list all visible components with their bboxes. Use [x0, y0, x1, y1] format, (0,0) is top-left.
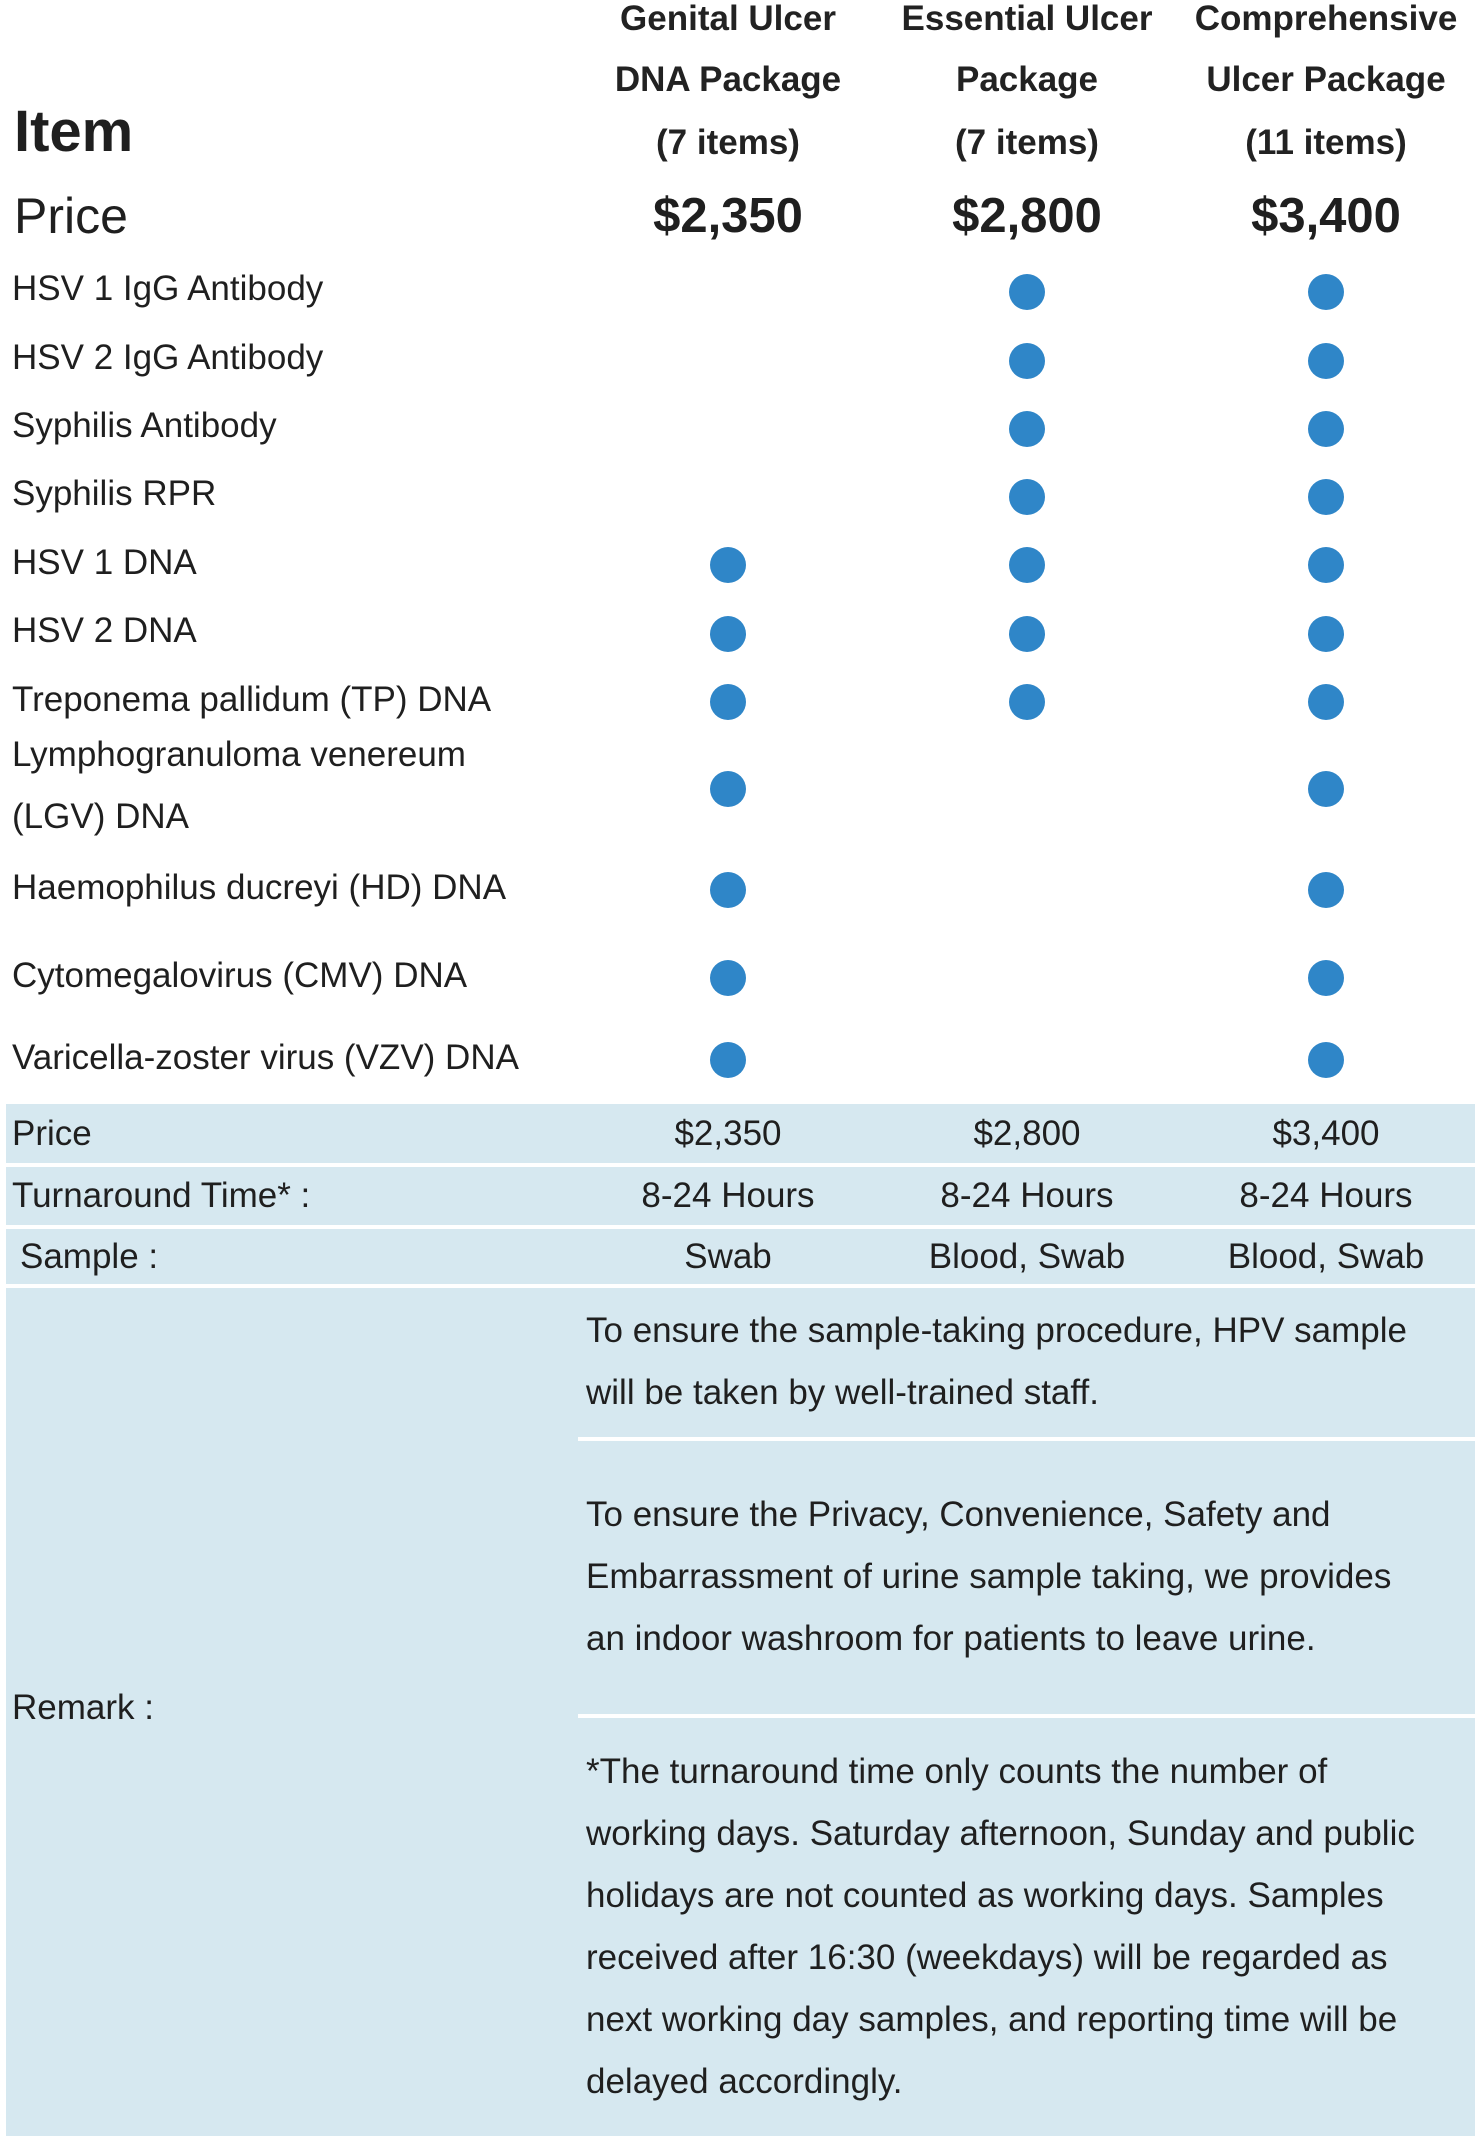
included-dot-icon	[1308, 616, 1344, 652]
included-dot-icon	[710, 547, 746, 583]
price-row-value-1: $2,350	[674, 1114, 782, 1153]
row-divider	[6, 1163, 1475, 1167]
remark-line: holidays are not counted as working days…	[586, 1876, 1384, 1915]
package-1-title-line1: Genital Ulcer	[620, 0, 836, 38]
package-1-item-count: (7 items)	[656, 123, 800, 162]
included-dot-icon	[1308, 872, 1344, 908]
test-name: Syphilis RPR	[12, 474, 217, 513]
remark-line: delayed accordingly.	[586, 2062, 903, 2101]
package-1-price: $2,350	[653, 189, 803, 243]
sample-row-value-2: Blood, Swab	[928, 1237, 1126, 1276]
remark-line: working days. Saturday afternoon, Sunday…	[586, 1814, 1415, 1853]
included-dot-icon	[1009, 547, 1045, 583]
included-dot-icon	[1009, 479, 1045, 515]
included-dot-icon	[1009, 274, 1045, 310]
turnaround-row-label: Turnaround Time* :	[12, 1176, 311, 1215]
remark-line: To ensure the Privacy, Convenience, Safe…	[586, 1495, 1331, 1534]
price-heading: Price	[14, 188, 128, 244]
included-dot-icon	[1009, 343, 1045, 379]
turnaround-row-value-1: 8-24 Hours	[641, 1176, 815, 1215]
included-dot-icon	[710, 1042, 746, 1078]
package-3-title-line2: Ulcer Package	[1206, 60, 1446, 99]
price-row-value-3: $3,400	[1272, 1114, 1380, 1153]
remark-divider	[578, 1714, 1475, 1718]
package-1-title-line2: DNA Package	[614, 60, 842, 99]
test-name: Treponema pallidum (TP) DNA	[12, 680, 492, 719]
included-dot-icon	[710, 771, 746, 807]
included-dot-icon	[1308, 411, 1344, 447]
remark-paragraph-1: To ensure the sample-taking procedure, H…	[586, 1300, 1466, 1424]
remark-paragraph-3: *The turnaround time only counts the num…	[586, 1741, 1466, 2113]
included-dot-icon	[1308, 684, 1344, 720]
included-dot-icon	[1308, 343, 1344, 379]
price-row-value-2: $2,800	[973, 1114, 1081, 1153]
included-dot-icon	[1009, 684, 1045, 720]
turnaround-row-value-2: 8-24 Hours	[940, 1176, 1114, 1215]
remark-divider	[578, 1437, 1475, 1441]
test-name: HSV 2 DNA	[12, 611, 197, 650]
included-dot-icon	[1308, 960, 1344, 996]
included-dot-icon	[1308, 547, 1344, 583]
remark-line: *The turnaround time only counts the num…	[586, 1752, 1328, 1791]
included-dot-icon	[1308, 479, 1344, 515]
remark-line: will be taken by well-trained staff.	[586, 1373, 1099, 1412]
price-row-label: Price	[12, 1114, 92, 1153]
package-3-price: $3,400	[1251, 189, 1401, 243]
included-dot-icon	[1308, 1042, 1344, 1078]
test-name: Varicella-zoster virus (VZV) DNA	[12, 1038, 519, 1077]
test-name: HSV 2 IgG Antibody	[12, 338, 324, 377]
package-2-title-line1: Essential Ulcer	[901, 0, 1153, 38]
item-heading: Item	[14, 99, 134, 164]
included-dot-icon	[710, 684, 746, 720]
included-dot-icon	[1009, 411, 1045, 447]
package-2-item-count: (7 items)	[955, 123, 1099, 162]
package-3-title-line1: Comprehensive	[1194, 0, 1458, 38]
test-name-line2: (LGV) DNA	[12, 797, 189, 836]
test-name: Haemophilus ducreyi (HD) DNA	[12, 868, 507, 907]
included-dot-icon	[710, 872, 746, 908]
remark-line: next working day samples, and reporting …	[586, 2000, 1398, 2039]
remark-paragraph-2: To ensure the Privacy, Convenience, Safe…	[586, 1484, 1466, 1670]
included-dot-icon	[1308, 274, 1344, 310]
test-name: Cytomegalovirus (CMV) DNA	[12, 956, 468, 995]
sample-row-label: Sample :	[20, 1237, 159, 1276]
price-row: Price $2,350 $2,800 $3,400	[6, 1104, 1475, 1163]
included-dot-icon	[710, 616, 746, 652]
remark-line: To ensure the sample-taking procedure, H…	[586, 1311, 1407, 1350]
included-dot-icon	[710, 960, 746, 996]
test-name: HSV 1 IgG Antibody	[12, 269, 324, 308]
package-3-item-count: (11 items)	[1245, 123, 1407, 162]
included-dot-icon	[1009, 616, 1045, 652]
row-divider	[6, 1284, 1475, 1288]
remark-line: an indoor washroom for patients to leave…	[586, 1619, 1316, 1658]
test-name-line1: Lymphogranuloma venereum	[12, 735, 466, 774]
test-name: HSV 1 DNA	[12, 543, 197, 582]
remark-line: received after 16:30 (weekdays) will be …	[586, 1938, 1388, 1977]
sample-row: Sample : Swab Blood, Swab Blood, Swab	[6, 1229, 1475, 1284]
sample-row-value-1: Swab	[684, 1237, 772, 1276]
package-2-title-line2: Package	[955, 60, 1099, 99]
row-divider	[6, 1225, 1475, 1229]
test-name: Syphilis Antibody	[12, 406, 277, 445]
included-dot-icon	[1308, 771, 1344, 807]
package-2-price: $2,800	[952, 189, 1102, 243]
remark-label: Remark :	[12, 1688, 154, 1727]
turnaround-row-value-3: 8-24 Hours	[1239, 1176, 1413, 1215]
sample-row-value-3: Blood, Swab	[1227, 1237, 1425, 1276]
turnaround-row: Turnaround Time* : 8-24 Hours 8-24 Hours…	[6, 1167, 1475, 1225]
remark-section: Remark :	[6, 1288, 1475, 2136]
remark-line: Embarrassment of urine sample taking, we…	[586, 1557, 1392, 1596]
